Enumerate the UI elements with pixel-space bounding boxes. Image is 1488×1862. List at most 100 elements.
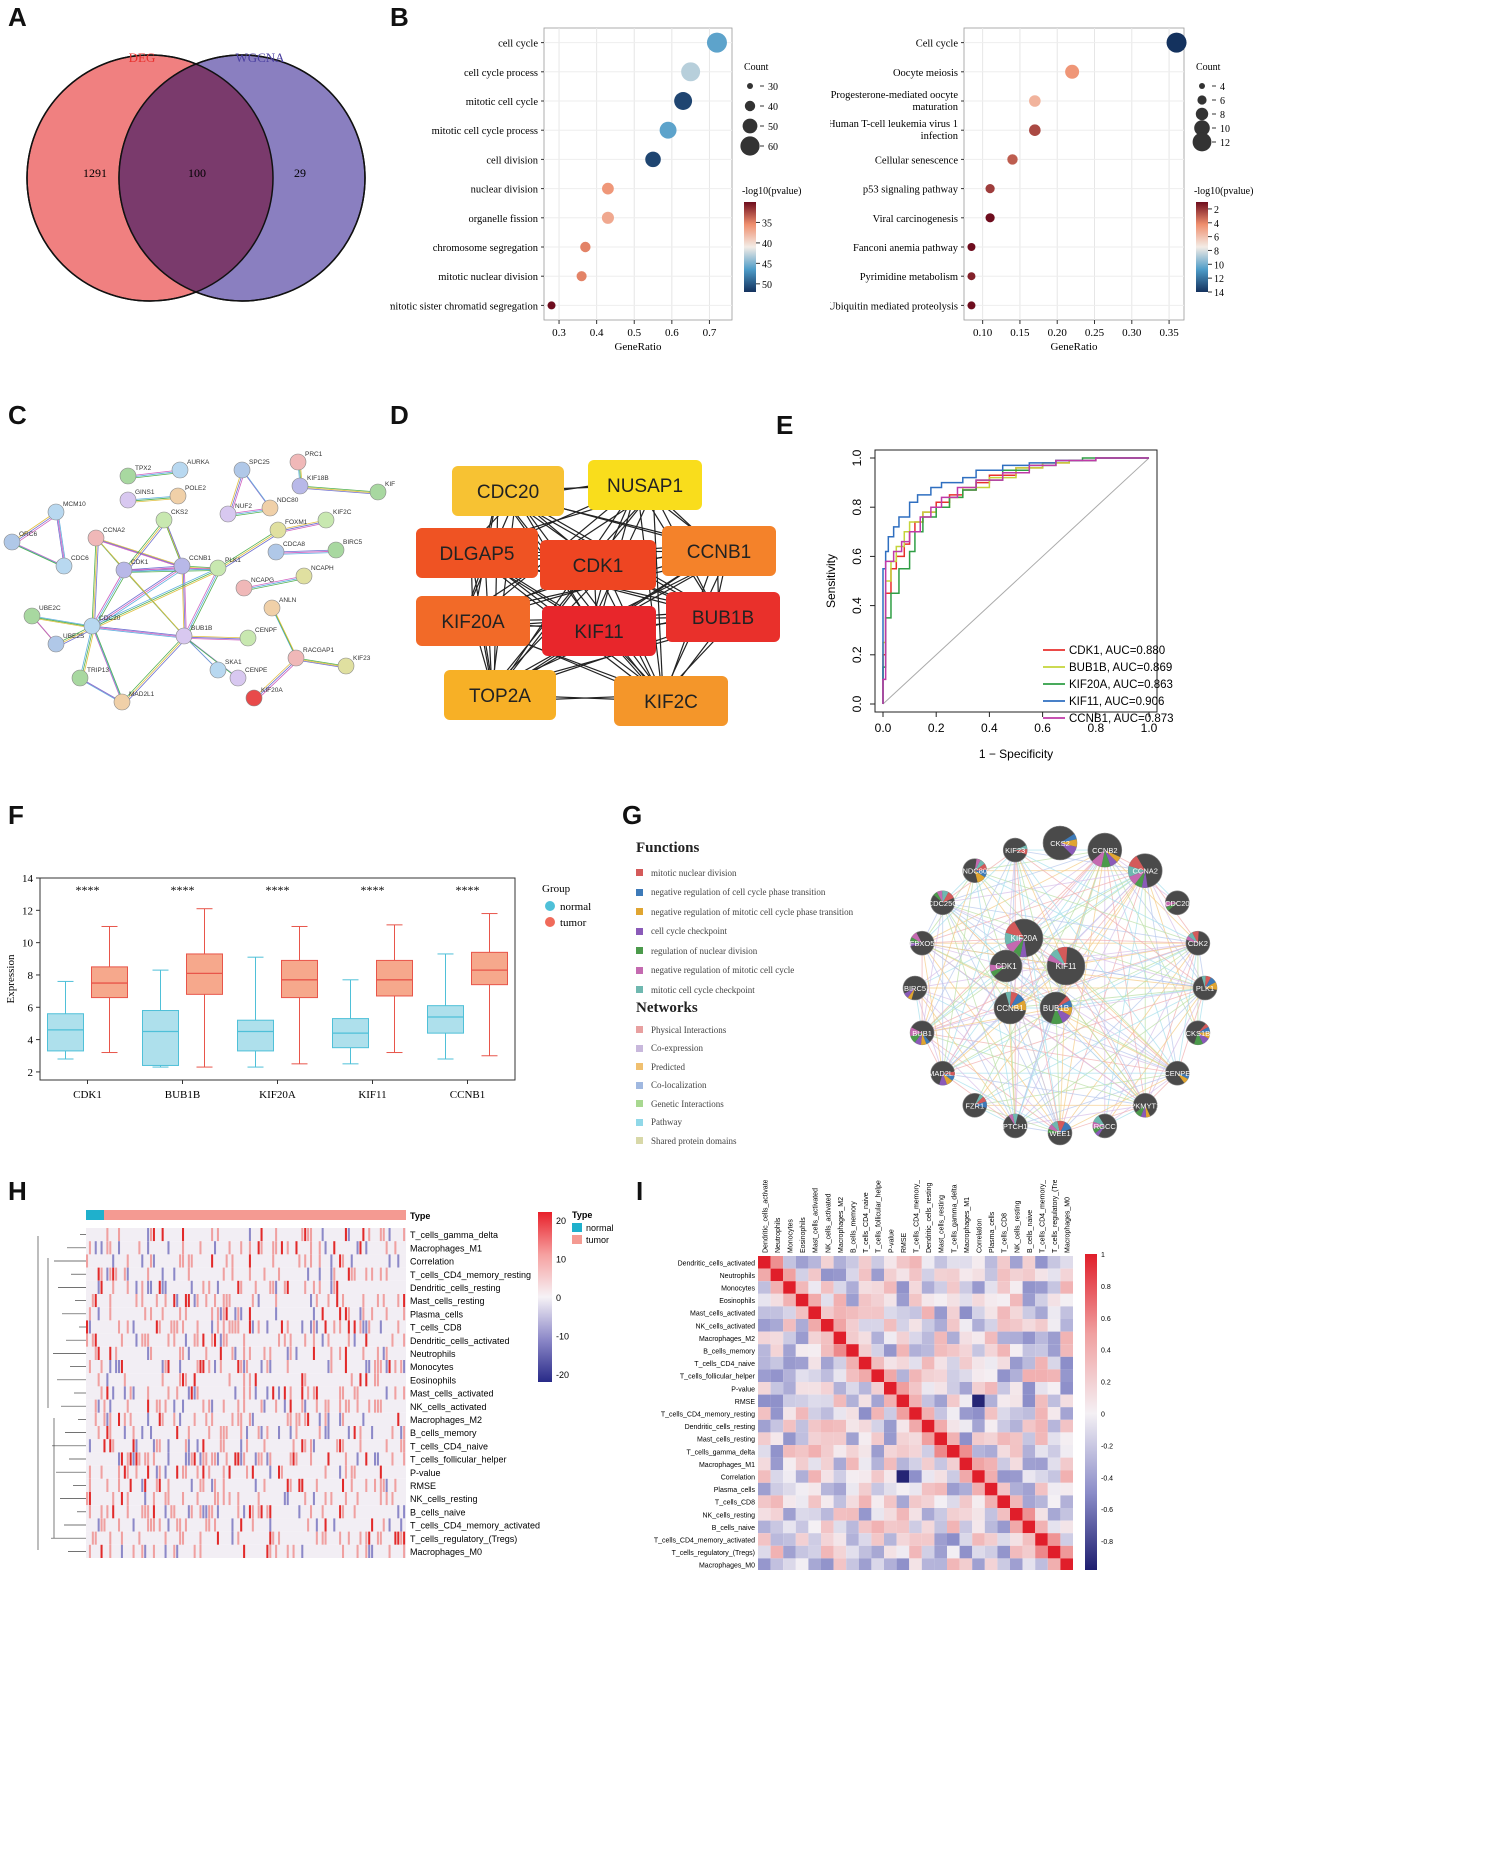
column-label: NK_cells_activated <box>825 1193 832 1253</box>
heatmap-cell <box>199 1531 202 1545</box>
ppi-edge <box>95 537 183 567</box>
corr-cell <box>1060 1495 1073 1508</box>
row-label: Neutrophils <box>720 1273 756 1280</box>
heatmap-cell <box>382 1478 385 1492</box>
corr-cell <box>846 1407 859 1420</box>
corr-cell <box>972 1419 985 1433</box>
hub-node-box <box>666 592 780 642</box>
heatmap-cell <box>231 1518 234 1532</box>
heatmap-cell <box>379 1492 382 1506</box>
heatmap-cell <box>94 1531 97 1545</box>
ppi-node-label: KIF23 <box>353 655 371 662</box>
corr-cell <box>921 1445 935 1458</box>
color-legend-label: 6 <box>1214 233 1219 244</box>
category-label: Pyrimidine metabolism <box>860 272 958 283</box>
heatmap-cell <box>403 1386 406 1400</box>
corr-cell <box>795 1407 809 1420</box>
gm-node-slice <box>1051 1121 1060 1133</box>
heatmap-cell <box>310 1452 313 1466</box>
heatmap-cell <box>269 1544 272 1558</box>
heatmap-row <box>86 1346 406 1360</box>
legend-label: normal <box>560 901 591 913</box>
heatmap-cell <box>295 1412 298 1426</box>
corr-cell <box>758 1432 771 1445</box>
corr-cell <box>1047 1394 1061 1408</box>
corr-cell <box>921 1319 935 1332</box>
gm-edge <box>942 870 976 1074</box>
row-label: T_cells_CD4_memory_activated <box>654 1538 755 1545</box>
heatmap-cell <box>321 1307 324 1321</box>
heatmap-cell <box>394 1531 397 1545</box>
heatmap-cell <box>321 1531 324 1545</box>
gm-node-slice <box>1048 1128 1060 1133</box>
corr-cell <box>821 1293 834 1307</box>
gm-edge <box>974 1072 1178 1106</box>
data-point <box>967 272 976 281</box>
gm-node-slice <box>1005 992 1012 1008</box>
heatmap-cell <box>243 1505 246 1519</box>
gm-node-slice <box>910 942 923 947</box>
heatmap-cell <box>374 1478 377 1492</box>
heatmap-cell <box>356 1241 359 1255</box>
ppi-edge <box>183 635 249 639</box>
heatmap-row <box>86 1505 406 1519</box>
heatmap-cell <box>365 1241 368 1255</box>
heatmap-cell <box>327 1360 330 1374</box>
gm-node-slice <box>910 1027 923 1037</box>
gm-node-slice <box>1057 947 1068 966</box>
heatmap-cell <box>339 1386 342 1400</box>
color-legend-title: -log10(pvalue) <box>1194 186 1253 197</box>
hub-node-label: CDC20 <box>477 482 539 503</box>
panel-label-b: B <box>390 2 409 32</box>
corr-cell <box>833 1344 847 1357</box>
corr-cell <box>997 1369 1010 1382</box>
heatmap-cell <box>391 1452 394 1466</box>
corr-cell <box>1010 1306 1023 1319</box>
panel-label-c: C <box>8 400 27 430</box>
gm-node: KIF11 <box>1046 946 1086 986</box>
corr-cell <box>858 1482 872 1496</box>
hub-node: CDK1 <box>540 540 656 590</box>
corr-cell <box>871 1457 884 1471</box>
ppi-node: CENPE <box>229 667 268 687</box>
corr-cell <box>833 1545 847 1559</box>
heatmap-cell <box>385 1439 388 1453</box>
hub-node-box <box>416 596 530 646</box>
heatmap-row-label: T_cells_CD4_memory_resting <box>410 1270 531 1280</box>
ppi-node: KIF20A <box>245 687 283 707</box>
corr-cell <box>884 1256 897 1269</box>
corr-cell <box>770 1470 784 1483</box>
heatmap-cell <box>269 1531 272 1545</box>
heatmap-cell <box>289 1346 292 1360</box>
heatmap-cell <box>167 1478 170 1492</box>
heatmap-cell <box>225 1426 228 1440</box>
corr-cell <box>1047 1470 1061 1483</box>
gm-edge <box>942 849 1016 1074</box>
gm-node-slice <box>1165 901 1178 908</box>
heatmap-cell <box>330 1254 333 1268</box>
corr-cell <box>997 1344 1010 1357</box>
corr-cell <box>909 1558 922 1570</box>
size-legend-label: 60 <box>768 142 778 153</box>
heatmap-cell <box>147 1518 150 1532</box>
heatmap-cell <box>118 1228 121 1242</box>
heatmap-cell <box>109 1241 112 1255</box>
heatmap-cell <box>312 1439 315 1453</box>
heatmap-cell <box>216 1505 219 1519</box>
corr-cell <box>972 1268 985 1282</box>
corr-cell <box>821 1306 834 1319</box>
heatmap-cell <box>286 1320 289 1334</box>
corr-cell <box>846 1482 859 1496</box>
legend-label: regulation of nuclear division <box>651 945 758 956</box>
heatmap-cell <box>120 1544 123 1558</box>
column-label: Plasma_cells <box>989 1211 996 1253</box>
ppi-node-circle <box>175 627 193 645</box>
ppi-edge <box>91 567 219 627</box>
ppi-edge <box>31 615 93 627</box>
corr-cell <box>758 1369 771 1382</box>
ppi-node-circle <box>327 541 345 559</box>
corr-cell <box>884 1558 897 1570</box>
corr-cell <box>934 1394 947 1408</box>
corr-cell <box>959 1457 973 1471</box>
gm-edge <box>1023 870 1146 939</box>
